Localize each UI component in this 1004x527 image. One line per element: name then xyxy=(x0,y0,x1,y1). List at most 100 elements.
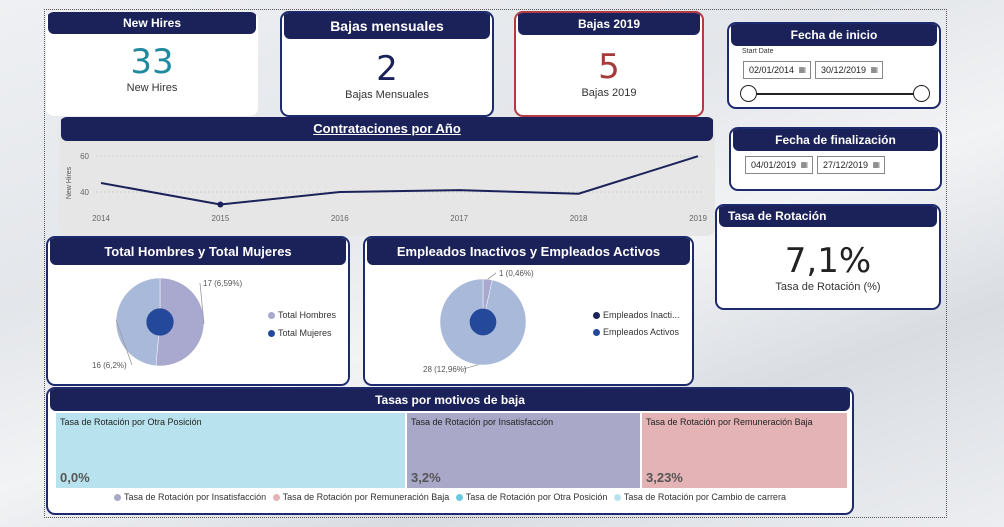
legend-swatch xyxy=(268,330,275,337)
start-date-to-input[interactable]: 30/12/2019 ▦ xyxy=(815,61,883,79)
y-tick-label: 40 xyxy=(80,188,89,197)
gender-pie-chart[interactable]: 17 (6,59%) 16 (6,2%) xyxy=(48,265,348,385)
fecha-inicio-slicer[interactable]: Fecha de inicio Start Date 02/01/2014 ▦ … xyxy=(727,22,941,109)
pie-center xyxy=(146,308,174,336)
legend-total-hombres[interactable]: Total Hombres xyxy=(268,310,336,320)
report-canvas xyxy=(44,9,947,518)
series-line[interactable] xyxy=(100,155,699,206)
tasas-treemap-card[interactable]: Tasas por motivos de baja Tasa de Rotaci… xyxy=(46,387,854,515)
legend-swatch xyxy=(114,494,122,501)
legend-label: Empleados Activos xyxy=(603,327,680,337)
x-tick-label: 2019 xyxy=(689,214,707,223)
start-date-from-input[interactable]: 02/01/2014 ▦ xyxy=(743,61,811,79)
treemap-cell-title: Tasa de Rotación por Otra Posición xyxy=(60,417,202,427)
bajas-mensuales-label: Bajas Mensuales xyxy=(345,89,429,101)
treemap-cell-insatisfaccion[interactable]: Tasa de Rotación por Insatisfacción 3,2% xyxy=(407,413,640,488)
legend-label: Total Hombres xyxy=(278,310,337,320)
start-date-caption: Start Date xyxy=(742,48,774,55)
data-label: 16 (6,2%) xyxy=(92,361,127,370)
legend-cambio-carrera[interactable]: Tasa de Rotación por Cambio de carrera xyxy=(613,492,786,502)
treemap-cell-title: Tasa de Rotación por Insatisfacción xyxy=(411,417,554,427)
x-tick-label: 2014 xyxy=(92,214,110,223)
new-hires-label: New Hires xyxy=(126,82,178,94)
legend-label: Tasa de Rotación por Insatisfacción xyxy=(124,492,267,502)
gender-pie-card[interactable]: Total Hombres y Total Mujeres 17 (6,59%)… xyxy=(46,236,350,386)
end-date-from-input[interactable]: 04/01/2019 ▦ xyxy=(745,156,813,174)
date-range-slider-end-handle[interactable] xyxy=(913,85,930,102)
legend-total-mujeres[interactable]: Total Mujeres xyxy=(268,328,332,338)
legend-otra-posicion[interactable]: Tasa de Rotación por Otra Posición xyxy=(455,492,608,502)
treemap-cell-otra-posicion[interactable]: Tasa de Rotación por Otra Posición 0,0% xyxy=(56,413,405,488)
treemap-cell-value: 3,23% xyxy=(646,470,683,485)
active-pie-chart[interactable]: 1 (0,46%) 28 (12,96%) xyxy=(365,265,685,385)
active-pie-title: Empleados Inactivos y Empleados Activos xyxy=(367,238,690,265)
y-axis-label: New Hires xyxy=(66,166,73,199)
treemap-cell-title: Tasa de Rotación por Remuneración Baja xyxy=(646,417,813,427)
bajas-mensuales-title: Bajas mensuales xyxy=(284,13,490,39)
data-point[interactable] xyxy=(217,201,224,208)
calendar-icon: ▦ xyxy=(800,160,808,169)
tasas-legend: Tasa de Rotación por Insatisfacción Tasa… xyxy=(48,492,852,502)
tasa-rotacion-title: Tasa de Rotación xyxy=(719,206,937,227)
y-tick-label: 60 xyxy=(80,152,89,161)
legend-label: Tasa de Rotación por Cambio de carrera xyxy=(623,492,786,502)
x-tick-label: 2018 xyxy=(570,214,588,223)
end-date-to-value: 27/12/2019 xyxy=(823,160,869,170)
leader-line xyxy=(462,364,479,370)
legend-empleados-activos[interactable]: Empleados Activos xyxy=(593,327,679,337)
date-range-slider-track[interactable] xyxy=(749,93,919,95)
legend-swatch xyxy=(455,494,463,501)
end-date-from-value: 04/01/2019 xyxy=(751,160,797,170)
legend-swatch xyxy=(268,312,275,319)
legend-swatch xyxy=(272,494,280,501)
x-tick-label: 2017 xyxy=(450,214,468,223)
contrataciones-chart-card[interactable]: Contrataciones por Año 60 40 New Hires 2014… xyxy=(59,117,715,236)
end-date-to-input[interactable]: 27/12/2019 ▦ xyxy=(817,156,885,174)
tasa-rotacion-card[interactable]: Tasa de Rotación 7,1% Tasa de Rotación (… xyxy=(715,204,941,310)
treemap-cell-remuneracion-baja[interactable]: Tasa de Rotación por Remuneración Baja 3… xyxy=(642,413,847,488)
legend-insatisfaccion[interactable]: Tasa de Rotación por Insatisfacción xyxy=(114,492,266,502)
bajas-mensuales-value: 2 xyxy=(376,49,398,89)
leader-line xyxy=(199,282,205,325)
pie-center xyxy=(469,308,497,336)
legend-swatch xyxy=(593,329,600,336)
data-label: 17 (6,59%) xyxy=(203,279,242,288)
legend-empleados-inactivos[interactable]: Empleados Inacti... xyxy=(593,310,680,320)
legend-swatch xyxy=(613,494,621,501)
calendar-icon: ▦ xyxy=(872,160,880,169)
bajas-mensuales-card[interactable]: Bajas mensuales 2 Bajas Mensuales xyxy=(280,11,494,117)
calendar-icon: ▦ xyxy=(798,65,806,74)
contrataciones-title-text: Contrataciones por Año xyxy=(313,121,461,136)
active-pie-card[interactable]: Empleados Inactivos y Empleados Activos … xyxy=(363,236,694,386)
data-label: 1 (0,46%) xyxy=(499,269,534,278)
fecha-fin-title: Fecha de finalización xyxy=(733,129,938,151)
legend-remuneracion-baja[interactable]: Tasa de Rotación por Remuneración Baja xyxy=(272,492,449,502)
contrataciones-title: Contrataciones por Año xyxy=(61,117,713,141)
start-date-to-value: 30/12/2019 xyxy=(821,65,867,75)
leader-line xyxy=(115,319,133,366)
legend-label: Empleados Inacti... xyxy=(603,310,680,320)
x-tick-label: 2016 xyxy=(331,214,349,223)
treemap-cell-value: 3,2% xyxy=(411,470,441,485)
bajas-2019-label: Bajas 2019 xyxy=(581,87,637,99)
gender-pie-title: Total Hombres y Total Mujeres xyxy=(50,238,346,265)
date-range-slider-start-handle[interactable] xyxy=(740,85,757,102)
start-date-from-value: 02/01/2014 xyxy=(749,65,795,75)
x-tick-label: 2015 xyxy=(212,214,230,223)
fecha-fin-slicer[interactable]: Fecha de finalización 04/01/2019 ▦ 27/12… xyxy=(729,127,942,191)
tasa-rotacion-value: 7,1% xyxy=(784,241,872,281)
new-hires-card[interactable]: New Hires 33 New Hires xyxy=(46,12,258,116)
bajas-2019-title: Bajas 2019 xyxy=(518,13,700,35)
calendar-icon: ▦ xyxy=(870,65,878,74)
treemap-cell-value: 0,0% xyxy=(60,470,90,485)
bajas-2019-value: 5 xyxy=(598,47,620,87)
bajas-2019-card[interactable]: Bajas 2019 5 Bajas 2019 xyxy=(514,11,704,117)
fecha-inicio-title: Fecha de inicio xyxy=(731,24,937,46)
contrataciones-line-chart[interactable]: 60 40 New Hires 2014 2015 2016 2017 2018 2019 xyxy=(59,141,715,236)
tasa-rotacion-label: Tasa de Rotación (%) xyxy=(775,281,881,293)
legend-label: Tasa de Rotación por Otra Posición xyxy=(465,492,608,502)
legend-swatch xyxy=(593,312,600,319)
new-hires-value: 33 xyxy=(130,42,174,82)
data-label: 28 (12,96%) xyxy=(423,365,467,374)
leader-line xyxy=(487,272,497,280)
